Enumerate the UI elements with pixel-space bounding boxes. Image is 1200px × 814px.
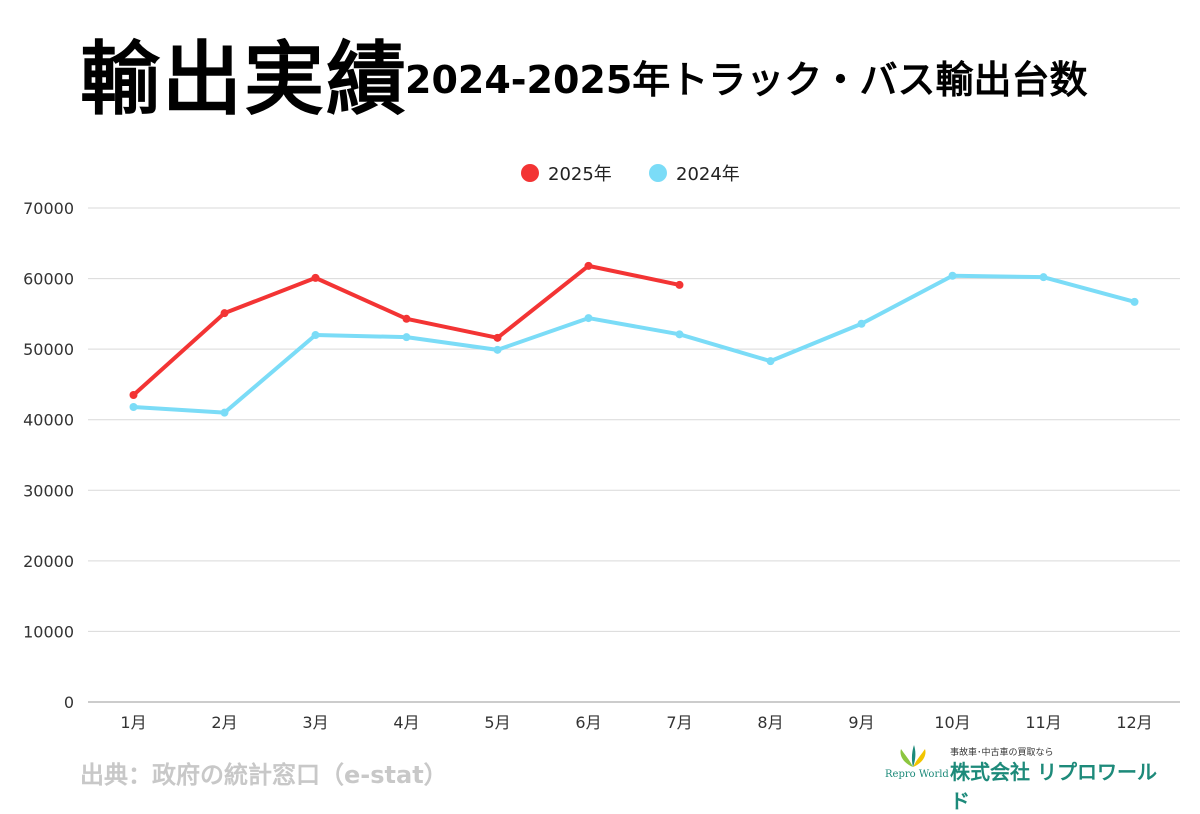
x-tick-label: 11月 — [1025, 713, 1061, 732]
data-point — [766, 357, 775, 366]
legend-label: 2024年 — [676, 164, 740, 185]
series-line-2025年 — [132, 263, 680, 397]
x-axis-ticks: 1月 2月 3月 4月 5月 6月 7月 8月 9月 10月 11月 12月 — [120, 713, 1152, 732]
legend-marker — [649, 164, 667, 182]
source-note: 出典：政府の統計窓口（e-stat） — [80, 761, 448, 789]
x-tick-label: 4月 — [393, 713, 419, 732]
data-point — [129, 391, 138, 400]
data-point — [584, 261, 593, 270]
y-tick-label: 60000 — [23, 270, 74, 289]
data-point — [948, 271, 957, 280]
x-tick-label: 1月 — [120, 713, 146, 732]
legend-label: 2025年 — [548, 164, 612, 185]
data-point — [220, 309, 229, 318]
data-point — [1039, 273, 1048, 282]
data-point — [675, 280, 684, 289]
data-point — [584, 314, 593, 323]
y-tick-label: 70000 — [23, 199, 74, 218]
y-tick-label: 20000 — [23, 552, 74, 571]
legend-marker — [521, 164, 539, 182]
chart-subtitle: 2024-2025年トラック・バス輸出台数 — [405, 58, 1088, 102]
x-tick-label: 9月 — [848, 713, 874, 732]
x-tick-label: 8月 — [757, 713, 783, 732]
series-line-2024年 — [133, 273, 1136, 415]
gridlines — [88, 207, 1180, 703]
y-tick-label: 10000 — [23, 622, 74, 641]
data-point — [402, 314, 411, 323]
data-point — [129, 403, 138, 412]
data-point — [493, 345, 502, 354]
logo-name: 株式会社 リプロワールド — [950, 760, 1157, 813]
y-tick-label: 50000 — [23, 340, 74, 359]
x-tick-label: 12月 — [1116, 713, 1152, 732]
company-logo: Repro World 事故車･中古車の買取なら 株式会社 リプロワールド — [885, 745, 1175, 813]
data-point — [311, 273, 320, 282]
legend: 2025年 2024年 — [521, 164, 740, 185]
logo-english: Repro World — [885, 769, 949, 780]
x-tick-label: 2月 — [211, 713, 237, 732]
x-tick-label: 5月 — [484, 713, 510, 732]
y-tick-label: 40000 — [23, 411, 74, 430]
leaf-logo-icon — [900, 745, 926, 767]
series-group — [129, 261, 1139, 417]
y-tick-label: 30000 — [23, 481, 74, 500]
data-point — [493, 333, 502, 342]
data-point — [675, 330, 684, 339]
page-title: 輸出実績 — [80, 33, 408, 126]
y-axis-ticks: 0 10000 20000 30000 40000 50000 60000 70000 — [23, 199, 74, 712]
data-point — [220, 408, 229, 417]
data-point — [857, 319, 866, 328]
x-tick-label: 10月 — [934, 713, 970, 732]
x-tick-label: 3月 — [302, 713, 328, 732]
x-tick-label: 6月 — [575, 713, 601, 732]
data-point — [402, 333, 411, 342]
y-tick-label: 0 — [64, 693, 74, 712]
logo-tagline: 事故車･中古車の買取なら — [950, 748, 1054, 758]
data-point — [311, 331, 320, 340]
data-point — [1130, 297, 1139, 306]
x-tick-label: 7月 — [666, 713, 692, 732]
